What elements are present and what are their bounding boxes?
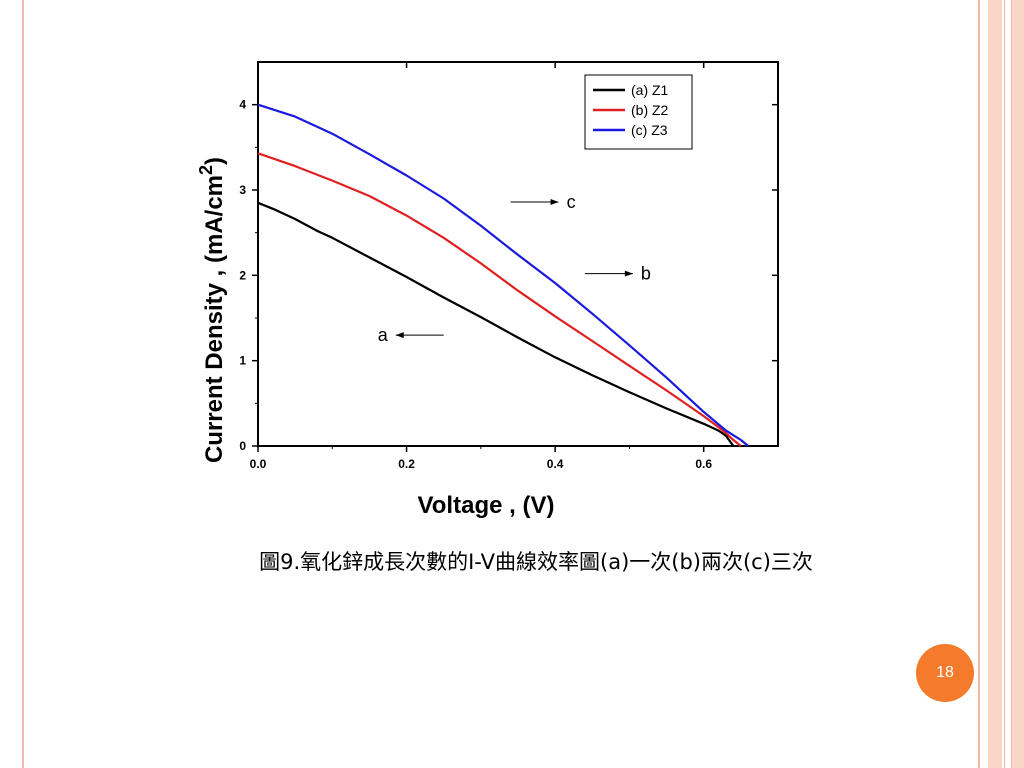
left-frame-stripe xyxy=(0,0,24,768)
annotation-label: a xyxy=(378,325,389,345)
annotation-arrowhead xyxy=(624,270,633,277)
x-axis-title: Voltage , (V) xyxy=(418,492,555,519)
figure-caption: 圖9.氧化鋅成長次數的I-V曲線效率圖(a)一次(b)兩次(c)三次 xyxy=(259,550,813,574)
plot-frame xyxy=(257,61,779,447)
y-axis-title-main: Current Density , (mA/cm xyxy=(201,175,228,463)
right-frame-stripe xyxy=(1004,0,1012,768)
right-frame-stripe xyxy=(988,0,1002,768)
y-tick-label: 3 xyxy=(239,183,246,197)
iv-curve-chart: 0.0 0.2 0.4 0.6 0 1 2 3 4 (a) Z1 (b) Z2 (c) Z3 c b a C… xyxy=(196,61,779,519)
legend-entry: (a) Z1 xyxy=(631,82,669,98)
legend-entry: (c) Z3 xyxy=(631,122,668,138)
legend-box xyxy=(584,74,693,150)
annotation-arrowhead xyxy=(395,332,404,339)
annotation-label: b xyxy=(641,264,651,284)
y-axis-title: Current Density , (mA/cm2) xyxy=(196,157,228,463)
y-tick-label: 4 xyxy=(239,98,246,112)
legend-entry: (b) Z2 xyxy=(631,102,669,118)
annotation-arrowhead xyxy=(550,198,559,205)
series-line-3 xyxy=(257,103,749,447)
series-line-2 xyxy=(257,152,742,447)
page-number-badge: 18 xyxy=(916,644,974,702)
x-tick-label: 0.4 xyxy=(547,457,564,471)
right-frame-stripe xyxy=(1012,0,1024,768)
x-tick-label: 0.0 xyxy=(250,457,267,471)
annotation-label: c xyxy=(567,192,576,212)
x-tick-label: 0.2 xyxy=(398,457,415,471)
y-tick-label: 1 xyxy=(239,354,246,368)
x-tick-label: 0.6 xyxy=(695,457,712,471)
right-frame-stripe xyxy=(978,0,988,768)
y-axis-title-suffix: ) xyxy=(201,157,228,165)
y-tick-label: 2 xyxy=(239,268,246,282)
y-axis-title-superscript: 2 xyxy=(196,165,216,175)
series-line-1 xyxy=(257,201,735,447)
y-tick-label: 0 xyxy=(239,439,246,453)
